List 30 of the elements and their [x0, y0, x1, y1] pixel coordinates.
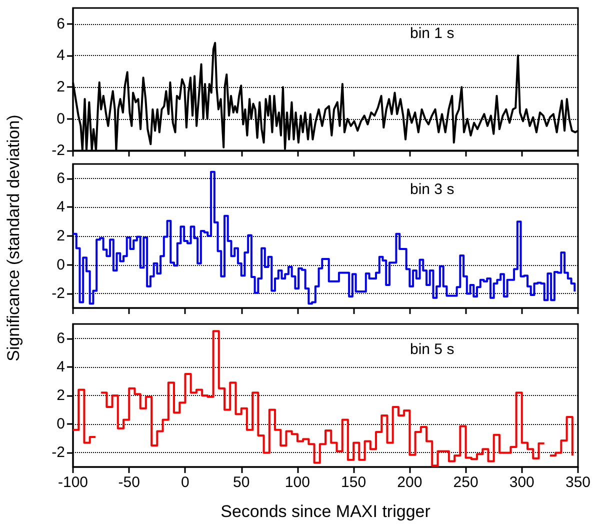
y-tick-label: 6: [56, 330, 65, 347]
y-tick-label: 0: [56, 110, 65, 128]
y-tick-label: 6: [56, 15, 65, 32]
y-tick-label: -2: [52, 444, 65, 462]
x-tick-label: 300: [509, 474, 534, 491]
y-tick-label: 2: [56, 78, 65, 96]
y-axis-title: Significance (standard deviation): [4, 114, 24, 362]
annotation: bin 5 s: [410, 341, 454, 358]
y-tick-label: 4: [56, 358, 65, 376]
x-tick-label: 150: [341, 474, 366, 491]
x-axis-title: Seconds since MAXI trigger: [220, 502, 431, 521]
y-tick-label: 2: [56, 387, 65, 404]
y-tick-label: 0: [56, 416, 65, 433]
x-tick-label: 350: [565, 474, 591, 491]
annotation: bin 1 s: [410, 25, 454, 42]
x-tick-label: 0: [181, 474, 190, 491]
y-tick-label: 4: [56, 47, 65, 64]
x-tick-label: 200: [397, 474, 422, 491]
x-tick-label: -50: [118, 474, 140, 491]
x-tick-label: 250: [453, 474, 478, 491]
x-tick-label: 100: [284, 474, 310, 491]
y-tick-label: 0: [56, 256, 65, 274]
annotation: bin 3 s: [410, 181, 454, 198]
y-tick-label: -2: [52, 285, 65, 302]
y-tick-label: -2: [52, 142, 65, 159]
y-tick-label: 6: [56, 170, 65, 187]
x-tick-label: 50: [232, 474, 250, 491]
x-tick-label: -100: [58, 474, 88, 491]
y-tick-label: 4: [56, 198, 65, 216]
y-tick-label: 2: [56, 228, 65, 244]
